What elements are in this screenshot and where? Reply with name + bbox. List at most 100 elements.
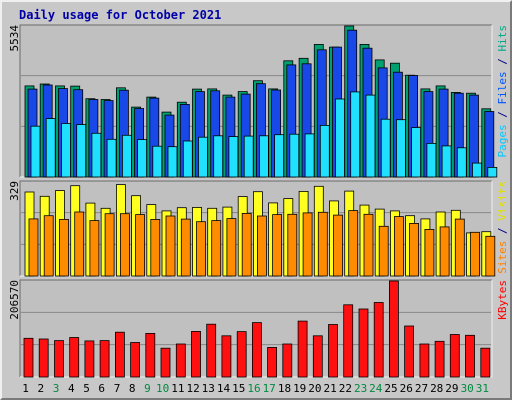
bar-sites xyxy=(211,220,222,277)
bar-sites xyxy=(196,221,206,277)
bar-kbytes xyxy=(221,335,232,378)
bar-kbytes xyxy=(236,331,247,378)
x-tick-label: 7 xyxy=(114,382,121,395)
x-tick-label-weekend: 24 xyxy=(369,382,383,395)
bar-kbytes xyxy=(282,343,293,378)
bar-sites xyxy=(226,218,237,277)
bar-pages xyxy=(258,135,269,178)
bar-sites xyxy=(104,213,115,277)
x-tick-label: 8 xyxy=(129,382,136,395)
x-tick-label: 22 xyxy=(339,382,352,395)
bar-pages xyxy=(365,94,376,178)
legend-part: Sites xyxy=(496,241,509,274)
bar-sites xyxy=(89,220,100,277)
panel-hits_files_pages: 5534 Pages / Files / Hits xyxy=(8,24,509,178)
x-tick-label: 25 xyxy=(384,382,397,395)
legend-part: Files xyxy=(496,71,509,104)
y-max-label: 329 xyxy=(8,181,21,201)
bar-kbytes xyxy=(297,320,308,378)
bar-kbytes xyxy=(175,343,186,378)
panel-kbytes: 206570 KBytes xyxy=(8,279,509,378)
bar-pages xyxy=(106,138,117,178)
bar-sites xyxy=(150,218,161,277)
bar-pages xyxy=(456,147,467,178)
legend-part: KBytes xyxy=(496,280,509,320)
bar-sites xyxy=(317,211,328,277)
bar-pages xyxy=(213,135,224,178)
series-legend-label: Pages / Files / Hits xyxy=(496,25,509,158)
bar-sites xyxy=(74,211,85,277)
bar-pages xyxy=(182,140,193,178)
bar-sites xyxy=(393,216,404,277)
bar-kbytes xyxy=(358,308,369,378)
bar-kbytes xyxy=(251,322,262,378)
panel-border-dark xyxy=(19,180,492,276)
bar-kbytes xyxy=(267,346,278,378)
x-tick-label: 19 xyxy=(293,382,306,395)
bar-sites xyxy=(272,214,283,277)
bar-sites xyxy=(363,213,374,277)
bar-pages xyxy=(274,134,285,178)
x-tick-label: 12 xyxy=(186,382,199,395)
bar-pages xyxy=(411,127,422,178)
bar-sites xyxy=(241,212,252,277)
bar-pages xyxy=(243,135,254,178)
bar-kbytes xyxy=(54,340,64,378)
x-tick-label: 21 xyxy=(323,382,336,395)
bar-pages xyxy=(91,132,102,178)
bar-kbytes xyxy=(206,323,217,378)
x-tick-label: 18 xyxy=(278,382,291,395)
bar-sites xyxy=(43,215,54,277)
x-tick-label: 2 xyxy=(37,382,44,395)
x-tick-label: 27 xyxy=(415,382,428,395)
legend-part: / xyxy=(496,105,509,125)
bar-pages xyxy=(350,91,361,178)
bar-sites xyxy=(180,218,191,277)
bar-pages xyxy=(472,162,482,178)
bar-pages xyxy=(335,98,345,178)
bar-kbytes xyxy=(312,335,323,378)
bar-kbytes xyxy=(328,324,338,378)
chart-title: Daily usage for October 2021 xyxy=(19,8,221,22)
bar-kbytes xyxy=(23,337,34,378)
bar-pages xyxy=(487,166,498,178)
series-sites xyxy=(28,210,496,277)
legend-part: Visits xyxy=(496,181,509,221)
bar-sites xyxy=(165,215,176,277)
series-legend-label: KBytes xyxy=(496,280,509,320)
x-tick-label-weekend: 10 xyxy=(156,382,169,395)
bar-pages xyxy=(395,119,406,178)
bar-kbytes xyxy=(191,330,201,378)
x-tick-label: 20 xyxy=(308,382,321,395)
x-tick-label: 29 xyxy=(445,382,458,395)
x-tick-label: 1 xyxy=(22,382,29,395)
x-tick-label-weekend: 23 xyxy=(354,382,367,395)
bar-pages xyxy=(426,142,437,178)
x-tick-label: 26 xyxy=(400,382,413,395)
bar-kbytes xyxy=(145,332,156,378)
series-kbytes xyxy=(23,280,491,378)
bar-sites xyxy=(485,235,496,277)
bar-sites xyxy=(256,215,267,277)
panel-border-dark xyxy=(19,279,492,377)
bar-pages xyxy=(441,145,452,178)
bar-kbytes xyxy=(373,302,384,378)
series-legend-label: Sites / Visits xyxy=(496,181,509,274)
bar-kbytes xyxy=(99,340,110,378)
x-tick-label-weekend: 3 xyxy=(53,382,60,395)
series-pages xyxy=(30,91,498,178)
bar-pages xyxy=(30,125,41,178)
y-max-label: 5534 xyxy=(8,25,21,52)
bar-sites xyxy=(348,210,359,277)
x-tick-label: 5 xyxy=(83,382,90,395)
legend-part: / xyxy=(496,221,509,241)
bar-sites xyxy=(409,222,420,277)
bar-pages xyxy=(228,136,239,178)
bar-pages xyxy=(61,123,71,178)
bar-kbytes xyxy=(130,342,141,378)
bar-kbytes xyxy=(388,280,399,378)
bar-kbytes xyxy=(115,331,125,378)
x-tick-label: 4 xyxy=(68,382,75,395)
bar-sites xyxy=(28,218,39,277)
